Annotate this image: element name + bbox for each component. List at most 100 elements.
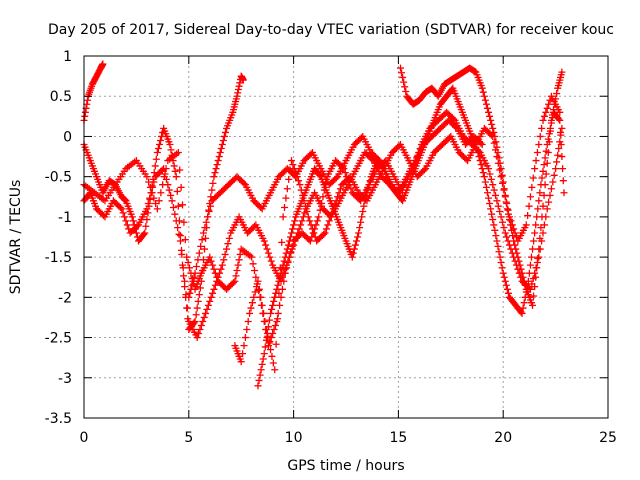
data-point <box>534 205 542 213</box>
y-tick-label: 0.5 <box>50 89 72 105</box>
data-point <box>194 256 202 264</box>
data-point <box>533 264 541 272</box>
data-point <box>255 376 263 384</box>
data-point <box>183 253 191 261</box>
data-point <box>487 116 495 124</box>
data-point <box>324 221 332 229</box>
data-point <box>123 221 131 229</box>
data-point <box>556 108 564 116</box>
data-point <box>546 191 554 199</box>
data-point <box>529 245 537 253</box>
data-point <box>366 177 374 185</box>
data-point <box>540 161 548 169</box>
data-point <box>492 138 500 146</box>
data-point <box>223 245 231 253</box>
data-point <box>285 237 293 245</box>
data-point <box>503 233 511 241</box>
data-point <box>167 146 175 154</box>
series-arc-8 <box>396 64 566 309</box>
data-point <box>176 166 184 174</box>
data-point <box>185 293 193 301</box>
data-point <box>547 185 555 193</box>
data-point <box>172 217 180 225</box>
y-tick-label: 1 <box>63 49 72 65</box>
data-point <box>210 285 218 293</box>
data-point <box>500 185 508 193</box>
y-tick-label: -1.5 <box>45 250 72 266</box>
data-point <box>267 334 275 342</box>
data-point <box>274 315 282 323</box>
data-point <box>255 287 263 295</box>
data-point <box>201 224 209 232</box>
data-point <box>193 334 201 342</box>
data-point <box>81 108 89 116</box>
data-point <box>279 261 287 269</box>
data-point <box>478 165 486 173</box>
data-point <box>306 217 314 225</box>
data-point <box>208 186 216 194</box>
data-point <box>176 237 184 245</box>
data-point <box>230 279 238 287</box>
data-point <box>221 250 229 258</box>
data-point <box>551 100 559 108</box>
data-point <box>292 169 300 177</box>
data-point <box>144 199 152 207</box>
data-point <box>498 171 506 179</box>
data-point <box>479 169 487 177</box>
data-point <box>234 86 242 94</box>
data-point <box>215 153 223 161</box>
data-point <box>489 216 497 224</box>
data-point <box>536 189 544 197</box>
data-point <box>289 161 297 169</box>
data-point <box>252 273 260 281</box>
data-point <box>539 116 547 124</box>
data-point <box>559 177 567 185</box>
data-point <box>507 221 515 229</box>
data-point <box>206 253 214 261</box>
data-point <box>187 285 195 293</box>
data-point <box>232 272 240 280</box>
data-point <box>322 225 330 233</box>
data-point <box>520 277 528 285</box>
data-point <box>273 285 281 293</box>
data-point <box>261 317 269 325</box>
data-point <box>210 173 218 181</box>
data-point <box>142 222 150 230</box>
data-point <box>169 204 177 212</box>
data-point <box>264 249 272 257</box>
data-point <box>285 175 293 183</box>
data-point <box>244 317 252 325</box>
y-axis-label: SDTVAR / TECUs <box>8 180 24 295</box>
data-point <box>545 100 553 108</box>
data-point <box>535 197 543 205</box>
data-point <box>313 217 321 225</box>
data-point <box>543 205 551 213</box>
data-point <box>540 112 548 120</box>
data-point <box>286 166 294 174</box>
data-point <box>143 205 151 213</box>
data-point <box>217 265 225 273</box>
data-point <box>483 104 491 112</box>
data-point <box>157 189 165 197</box>
data-point <box>177 183 185 191</box>
data-point <box>543 104 551 112</box>
data-point <box>211 169 219 177</box>
data-point <box>537 224 545 232</box>
series-arc-6 <box>231 92 564 374</box>
data-point <box>549 178 557 186</box>
data-point <box>504 210 512 218</box>
data-point <box>357 218 365 226</box>
data-point <box>210 265 218 273</box>
data-point <box>175 230 183 238</box>
data-point <box>499 179 507 187</box>
data-point <box>496 166 504 174</box>
data-point <box>558 153 566 161</box>
data-point <box>364 185 372 193</box>
data-point <box>290 165 298 173</box>
y-tick-label: -0.5 <box>45 170 72 186</box>
data-point <box>180 218 188 226</box>
data-point <box>288 229 296 237</box>
data-point <box>282 249 290 257</box>
data-point <box>119 209 127 217</box>
data-point <box>146 194 154 202</box>
